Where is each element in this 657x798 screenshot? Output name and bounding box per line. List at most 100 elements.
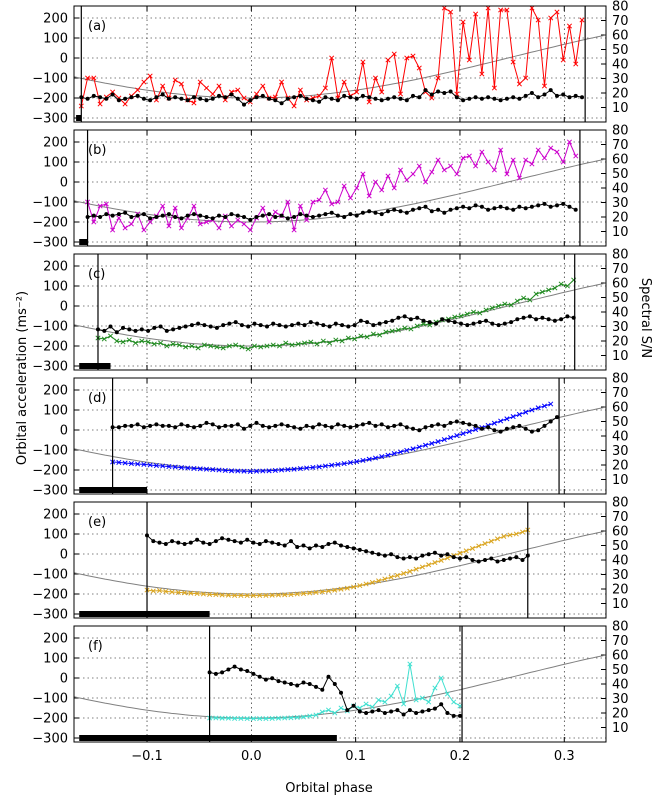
snr-point — [91, 213, 96, 218]
y-tick-label-right: 40 — [612, 678, 629, 693]
y-tick-label-left: 200 — [43, 384, 68, 399]
snr-point — [223, 423, 228, 428]
snr-point — [536, 203, 541, 208]
acceleration-point — [363, 701, 369, 707]
y-tick-label-right: 50 — [612, 415, 629, 430]
snr-point — [283, 324, 288, 329]
snr-point — [461, 204, 466, 209]
x-axis-label: Orbital phase — [285, 781, 372, 796]
snr-point — [479, 204, 484, 209]
acceleration-point — [239, 344, 245, 350]
acceleration-point — [313, 712, 319, 718]
snr-point — [542, 201, 547, 206]
acceleration-point — [151, 341, 157, 347]
snr-point — [548, 88, 553, 93]
y-tick-label-right: 60 — [612, 277, 629, 292]
acceleration-point — [535, 147, 541, 153]
snr-point — [382, 553, 387, 558]
snr-point — [304, 96, 309, 101]
snr-point — [267, 96, 272, 101]
acceleration-point — [416, 163, 422, 169]
snr-point — [98, 215, 103, 219]
y-tick-label-left: 100 — [43, 280, 68, 295]
acceleration-point — [226, 343, 232, 349]
snr-point — [232, 539, 237, 544]
y-tick-label-right: 10 — [612, 101, 629, 116]
snr-point — [289, 682, 293, 686]
acceleration-point — [404, 447, 410, 453]
acceleration-point — [566, 23, 573, 29]
snr-point — [448, 89, 453, 94]
snr-point — [402, 314, 407, 319]
snr-point — [123, 96, 128, 101]
snr-point — [520, 558, 525, 562]
acceleration-point — [397, 167, 404, 173]
y-tick-label-right: 10 — [612, 473, 629, 488]
snr-point — [370, 709, 375, 714]
snr-point — [258, 323, 263, 328]
panel-frame — [73, 5, 607, 123]
acceleration-point — [463, 548, 469, 554]
snr-point — [404, 98, 409, 103]
snr-point — [548, 204, 553, 209]
y-tick-label-right: 50 — [612, 663, 629, 678]
acceleration-point — [508, 302, 514, 308]
acceleration-point — [166, 464, 172, 470]
acceleration-point — [210, 91, 216, 97]
panel-label: (d) — [88, 391, 106, 406]
snr-point — [302, 323, 307, 328]
acceleration-point — [354, 459, 360, 465]
snr-point — [226, 667, 231, 672]
snr-point — [467, 96, 472, 101]
y-tick-label-right: 20 — [612, 459, 629, 474]
snr-point — [229, 92, 234, 97]
acceleration-point — [308, 339, 314, 345]
acceleration-point — [560, 159, 566, 165]
acceleration-point — [414, 323, 420, 329]
exposure-bar — [79, 239, 88, 245]
snr-point — [164, 328, 169, 333]
snr-point — [404, 425, 409, 430]
acceleration-point — [391, 51, 397, 57]
acceleration-point — [457, 550, 463, 556]
acceleration-point — [419, 695, 425, 701]
exposure-bar — [79, 363, 111, 369]
acceleration-point — [523, 409, 529, 415]
snr-point — [279, 213, 284, 218]
acceleration-point — [507, 532, 513, 538]
acceleration-point — [300, 714, 307, 720]
acceleration-point — [473, 163, 479, 169]
snr-point — [377, 321, 382, 326]
y-tick-label-right: 30 — [612, 72, 629, 87]
y-tick-label-right: 20 — [612, 707, 629, 722]
y-tick-label-right: 20 — [612, 583, 629, 598]
acceleration-point — [128, 461, 134, 467]
snr-point — [273, 215, 278, 219]
acceleration-point — [454, 433, 460, 439]
snr-point — [392, 95, 397, 100]
snr-point — [379, 98, 384, 103]
acceleration-point — [385, 57, 391, 63]
snr-point — [248, 217, 253, 222]
snr-point — [263, 539, 268, 544]
acceleration-point — [441, 5, 447, 11]
snr-point — [498, 204, 503, 209]
snr-point — [166, 423, 171, 428]
acceleration-point — [416, 65, 422, 71]
acceleration-point — [469, 545, 476, 551]
acceleration-point — [391, 185, 397, 191]
snr-point — [182, 542, 187, 546]
snr-point — [248, 98, 253, 103]
snr-point — [386, 209, 390, 214]
snr-point — [401, 712, 406, 717]
acceleration-point — [498, 7, 504, 13]
snr-point — [242, 215, 246, 219]
snr-point — [185, 213, 190, 218]
snr-point — [102, 328, 107, 333]
panel-frame — [73, 253, 607, 371]
snr-point — [408, 317, 413, 322]
snr-point — [251, 540, 256, 545]
acceleration-point — [132, 340, 139, 346]
snr-point — [307, 546, 312, 551]
y-tick-label-right: 40 — [612, 306, 629, 321]
